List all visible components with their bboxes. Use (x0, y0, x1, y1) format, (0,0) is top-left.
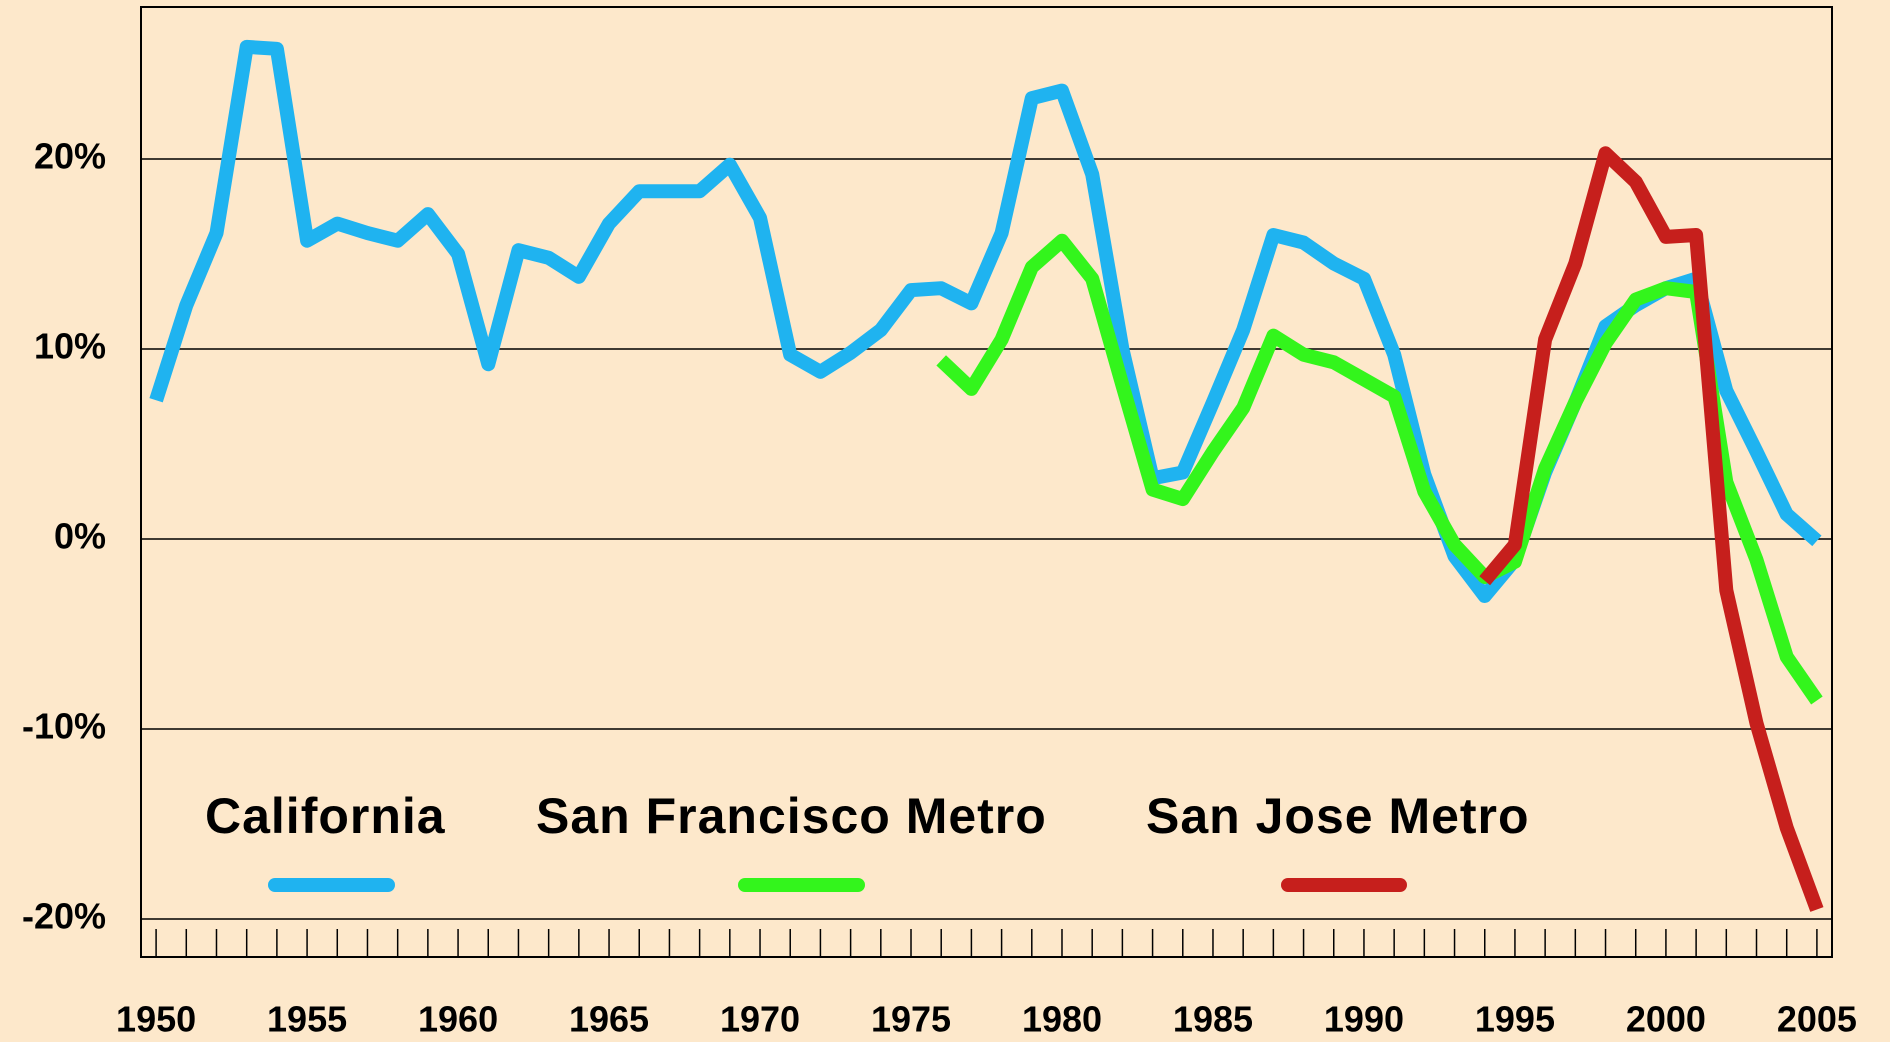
y-tick-label: 10% (34, 326, 106, 367)
legend-label: California (205, 788, 446, 844)
x-tick-label: 1950 (116, 999, 196, 1040)
y-tick-label: -20% (22, 896, 106, 937)
x-tick-label: 1985 (1173, 999, 1253, 1040)
x-tick-label: 1955 (267, 999, 347, 1040)
x-tick-label: 1965 (569, 999, 649, 1040)
x-tick-label: 2005 (1777, 999, 1857, 1040)
y-tick-label: -10% (22, 706, 106, 747)
series-line (936, 233, 1823, 705)
x-tick-label: 1980 (1022, 999, 1102, 1040)
y-tick-label: 0% (54, 516, 106, 557)
y-tick-label: 20% (34, 136, 106, 177)
plot-area (140, 6, 1833, 958)
x-tick-label: 1975 (871, 999, 951, 1040)
x-tick-label: 1995 (1475, 999, 1555, 1040)
x-tick-label: 1960 (418, 999, 498, 1040)
legend-label: San Jose Metro (1146, 788, 1530, 844)
legend-label: San Francisco Metro (536, 788, 1047, 844)
x-tick-label: 2000 (1626, 999, 1706, 1040)
x-tick-label: 1970 (720, 999, 800, 1040)
x-tick-label: 1990 (1324, 999, 1404, 1040)
series-line (1479, 146, 1824, 912)
